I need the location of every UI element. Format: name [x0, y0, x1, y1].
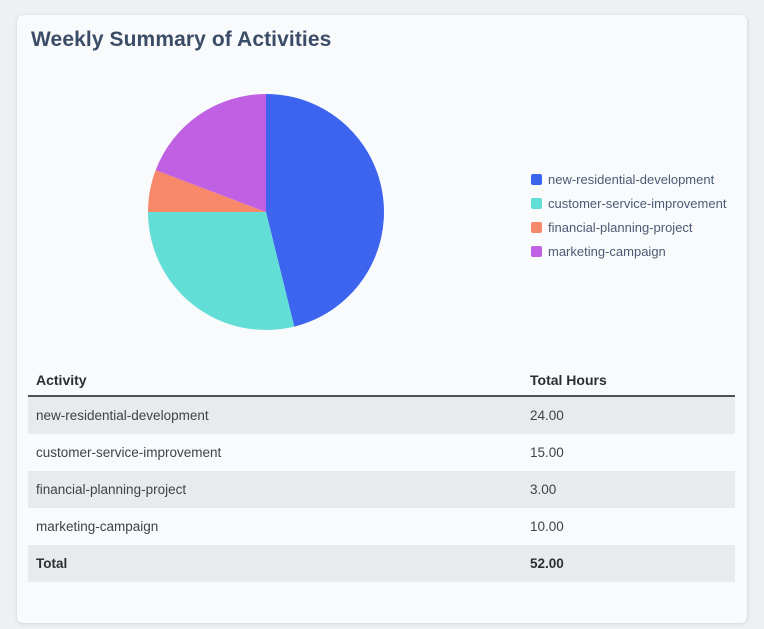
total-hours-cell: 52.00	[530, 556, 564, 571]
legend-item: marketing-campaign	[531, 239, 726, 263]
page-title: Weekly Summary of Activities	[31, 28, 332, 51]
legend-swatch-icon	[531, 221, 542, 233]
legend-swatch-icon	[531, 245, 542, 257]
chart-legend: new-residential-development customer-ser…	[531, 167, 726, 263]
table-header-row: Activity Total Hours	[28, 364, 735, 397]
legend-label: new-residential-development	[548, 171, 715, 187]
table-total-row: Total 52.00	[28, 545, 735, 582]
legend-item: new-residential-development	[531, 167, 726, 191]
pie-slice-new-residential-development	[266, 94, 384, 327]
total-label-cell: Total	[36, 556, 68, 571]
pie-slice-customer-service-improvement	[148, 212, 295, 330]
pie-slice-marketing-campaign	[155, 94, 266, 212]
pie-slice-financial-planning-project	[148, 170, 266, 212]
legend-label: customer-service-improvement	[548, 195, 727, 211]
pie-chart	[148, 94, 384, 330]
hours-cell: 15.00	[530, 445, 564, 460]
table-row: financial-planning-project 3.00	[28, 471, 735, 508]
activity-cell: financial-planning-project	[36, 482, 187, 497]
legend-item: financial-planning-project	[531, 215, 726, 239]
table-row: marketing-campaign 10.00	[28, 508, 735, 545]
legend-label: marketing-campaign	[548, 243, 666, 259]
hours-cell: 10.00	[530, 519, 564, 534]
weekly-summary-card: Weekly Summary of Activities new-residen…	[17, 15, 747, 623]
column-header-activity: Activity	[36, 371, 87, 388]
hours-cell: 24.00	[530, 408, 564, 423]
legend-label: financial-planning-project	[548, 219, 693, 235]
legend-swatch-icon	[531, 173, 542, 185]
hours-cell: 3.00	[530, 482, 557, 497]
activity-cell: new-residential-development	[36, 408, 209, 423]
activity-summary-table: Activity Total Hours new-residential-dev…	[28, 364, 735, 582]
activity-cell: marketing-campaign	[36, 519, 159, 534]
table-row: customer-service-improvement 15.00	[28, 434, 735, 471]
activity-cell: customer-service-improvement	[36, 445, 222, 460]
legend-item: customer-service-improvement	[531, 191, 726, 215]
legend-swatch-icon	[531, 197, 542, 209]
table-row: new-residential-development 24.00	[28, 397, 735, 434]
column-header-total-hours: Total Hours	[530, 371, 607, 388]
